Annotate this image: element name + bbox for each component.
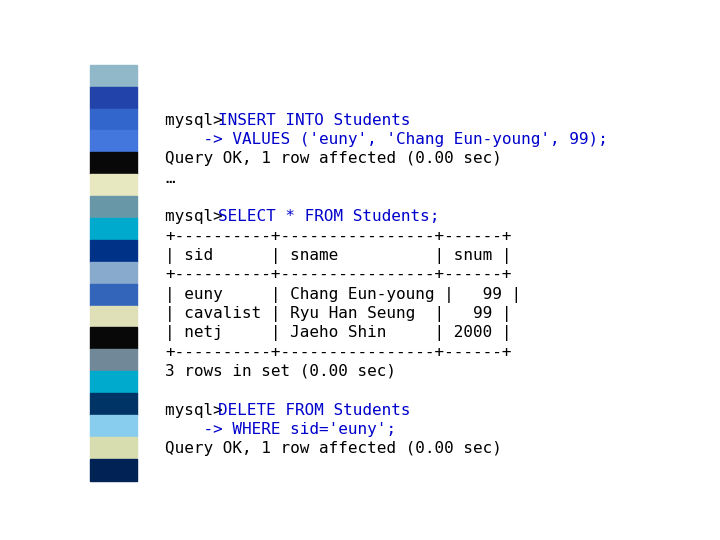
Text: mysql>: mysql> bbox=[166, 210, 233, 224]
Bar bbox=[90, 262, 138, 284]
Bar bbox=[90, 240, 138, 262]
Text: …: … bbox=[166, 171, 175, 186]
Text: | netj     | Jaeho Shin     | 2000 |: | netj | Jaeho Shin | 2000 | bbox=[166, 325, 512, 341]
Bar bbox=[90, 109, 138, 131]
Bar bbox=[90, 349, 138, 371]
Text: DELETE FROM Students: DELETE FROM Students bbox=[217, 403, 410, 417]
Text: Query OK, 1 row affected (0.00 sec): Query OK, 1 row affected (0.00 sec) bbox=[166, 151, 503, 166]
Text: mysql>: mysql> bbox=[166, 403, 233, 417]
Bar bbox=[90, 131, 138, 152]
Text: | euny     | Chang Eun-young |   99 |: | euny | Chang Eun-young | 99 | bbox=[166, 287, 521, 302]
Text: -> WHERE sid='euny';: -> WHERE sid='euny'; bbox=[166, 422, 396, 437]
Text: 3 rows in set (0.00 sec): 3 rows in set (0.00 sec) bbox=[166, 364, 396, 379]
Bar bbox=[90, 65, 138, 87]
Text: | cavalist | Ryu Han Seung  |   99 |: | cavalist | Ryu Han Seung | 99 | bbox=[166, 306, 512, 322]
Bar bbox=[90, 284, 138, 306]
Text: -> VALUES ('euny', 'Chang Eun-young', 99);: -> VALUES ('euny', 'Chang Eun-young', 99… bbox=[166, 132, 608, 147]
Text: | sid      | sname          | snum |: | sid | sname | snum | bbox=[166, 248, 512, 264]
Bar bbox=[90, 306, 138, 327]
Text: INSERT INTO Students: INSERT INTO Students bbox=[217, 113, 410, 127]
Bar bbox=[90, 371, 138, 393]
Bar bbox=[90, 218, 138, 240]
Bar bbox=[90, 458, 138, 481]
Text: Query OK, 1 row affected (0.00 sec): Query OK, 1 row affected (0.00 sec) bbox=[166, 441, 503, 456]
Bar bbox=[90, 327, 138, 349]
Bar bbox=[90, 152, 138, 174]
Bar bbox=[90, 415, 138, 437]
Text: +----------+----------------+------+: +----------+----------------+------+ bbox=[166, 228, 512, 244]
Bar bbox=[90, 437, 138, 458]
Text: +----------+----------------+------+: +----------+----------------+------+ bbox=[166, 345, 512, 360]
Bar bbox=[90, 87, 138, 109]
Text: mysql>: mysql> bbox=[166, 113, 233, 127]
Text: +----------+----------------+------+: +----------+----------------+------+ bbox=[166, 267, 512, 282]
Bar bbox=[90, 393, 138, 415]
Bar bbox=[90, 174, 138, 196]
Bar bbox=[90, 196, 138, 218]
Text: SELECT * FROM Students;: SELECT * FROM Students; bbox=[217, 210, 439, 224]
